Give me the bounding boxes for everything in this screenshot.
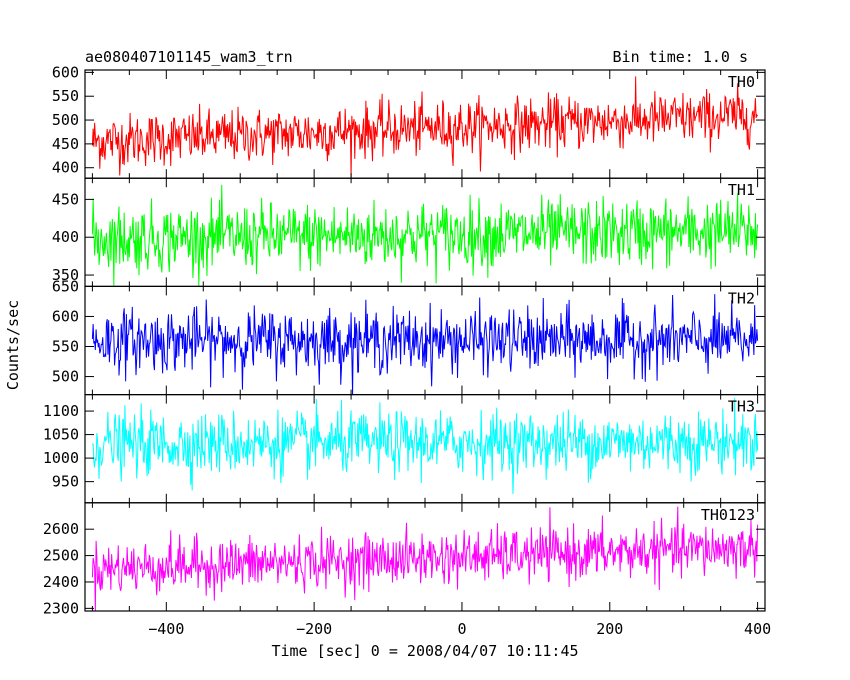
y-tick-label: 2500 (43, 547, 79, 565)
panel-label: TH0123 (701, 506, 755, 524)
y-tick-label: 1100 (43, 402, 79, 420)
x-ticks-group: −400 −200 0 200 400 (148, 620, 771, 638)
panel-label: TH0 (728, 73, 755, 91)
y-tick-label: 2600 (43, 520, 79, 538)
x-tick-label: −200 (296, 620, 332, 638)
panels-group: 400 450 500 550 600 TH0 350 400 450 TH1 500 550 600 6… (43, 63, 766, 617)
bin-time-label: Bin time: 1.0 s (613, 48, 748, 66)
y-tick-label: 2300 (43, 599, 79, 617)
y-tick-label: 1050 (43, 426, 79, 444)
x-axis-label: Time [sec] 0 = 2008/04/07 10:11:45 (271, 642, 578, 660)
series-th0123 (91, 506, 759, 612)
panel-label: TH1 (728, 181, 755, 199)
y-tick-label: 650 (52, 277, 79, 295)
y-tick-label: 600 (52, 63, 79, 81)
series-th2 (91, 294, 759, 395)
panel-th3: 950 1000 1050 1100 TH3 (43, 394, 766, 504)
y-tick-label: 550 (52, 338, 79, 356)
x-tick-label: 0 (457, 620, 466, 638)
series-th1 (91, 184, 759, 287)
panel-th1: 350 400 450 TH1 (52, 177, 766, 287)
y-tick-label: 550 (52, 87, 79, 105)
panel-th2: 500 550 600 650 TH2 (52, 277, 766, 396)
y-tick-label: 500 (52, 368, 79, 386)
y-tick-label: 1000 (43, 449, 79, 467)
panel-frame (84, 502, 766, 612)
y-tick-label: 600 (52, 307, 79, 325)
y-tick-label: 450 (52, 190, 79, 208)
x-tick-label: −400 (148, 620, 184, 638)
y-tick-label: 450 (52, 135, 79, 153)
y-axis-label: Counts/sec (4, 300, 22, 390)
y-tick-label: 500 (52, 111, 79, 129)
series-th3 (91, 397, 759, 495)
y-tick-label: 950 (52, 473, 79, 491)
series-th0 (91, 76, 759, 178)
x-tick-label: 400 (744, 620, 771, 638)
panel-label: TH2 (728, 289, 755, 307)
y-tick-label: 400 (52, 228, 79, 246)
y-tick-label: 2400 (43, 573, 79, 591)
panel-th0123: 2300 2400 2500 2600 TH0123 (43, 502, 766, 617)
panel-label: TH3 (728, 398, 755, 416)
chart-title: ae080407101145_wam3_trn (85, 48, 293, 66)
y-tick-label: 400 (52, 159, 79, 177)
y-tick-label: 350 (52, 266, 79, 284)
x-tick-label: 200 (596, 620, 623, 638)
panel-th0: 400 450 500 550 600 TH0 (52, 63, 766, 179)
